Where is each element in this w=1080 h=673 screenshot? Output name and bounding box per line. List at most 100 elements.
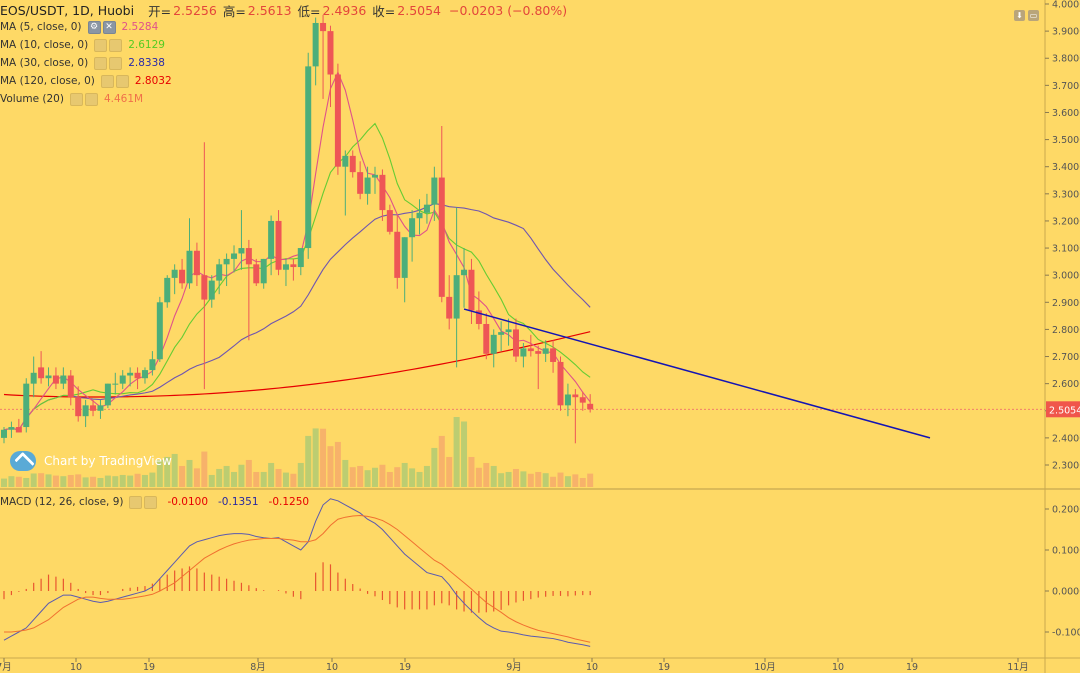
time-tick-label: 19 — [143, 662, 155, 673]
legend-ma10-value: 2.6129 — [128, 39, 165, 51]
volume-bar — [364, 470, 371, 487]
volume-bar — [357, 465, 364, 487]
volume-bar — [38, 473, 45, 487]
candle-body — [1, 429, 7, 438]
candle-body — [30, 372, 37, 384]
volume-bar — [179, 465, 186, 487]
volume-bar — [542, 473, 549, 487]
volume-bar — [572, 474, 579, 487]
volume-bar — [290, 473, 297, 487]
change-value: −0.0203 (−0.80%) — [449, 2, 568, 18]
candle-body — [305, 66, 312, 249]
volume-bar — [579, 477, 586, 487]
legend-ma30[interactable]: MA (30, close, 0) 2.8338 — [0, 55, 165, 71]
volume-bar — [238, 464, 245, 487]
legend-macd[interactable]: MACD (12, 26, close, 9) -0.0100 -0.1351 … — [0, 494, 309, 510]
candle-body — [15, 427, 22, 433]
time-tick-label: 10 — [70, 662, 82, 673]
close-icon[interactable]: ✕ — [102, 20, 116, 34]
open-label: 开= — [148, 3, 172, 19]
legend-ma30-label: MA (30, close, 0) — [0, 57, 89, 69]
candle-body — [253, 264, 260, 284]
volume-bar — [253, 471, 260, 487]
candle-body — [156, 302, 163, 360]
volume-bar — [186, 459, 193, 487]
candle-body — [75, 397, 82, 417]
close-icon[interactable] — [109, 38, 123, 52]
volume-bar — [260, 471, 267, 487]
candle-body — [572, 394, 579, 398]
legend-ma120-label: MA (120, close, 0) — [0, 75, 95, 87]
legend-ma10[interactable]: MA (10, close, 0) 2.6129 — [0, 37, 165, 53]
candle-body — [238, 248, 245, 254]
time-tick-label: 11月 — [1007, 662, 1029, 673]
ma10-line — [3, 122, 591, 431]
candle-body — [119, 375, 126, 384]
volume-bar — [431, 447, 438, 487]
candle-body — [231, 253, 238, 259]
pane-maximize-icon[interactable]: ▭ — [1028, 10, 1039, 21]
close-icon[interactable] — [115, 74, 129, 88]
candle-body — [201, 275, 208, 300]
ma5-line — [3, 70, 591, 431]
candle-body — [268, 220, 275, 259]
settings-icon[interactable] — [94, 38, 108, 52]
legend-ma120[interactable]: MA (120, close, 0) 2.8032 — [0, 73, 172, 89]
candle-body — [260, 258, 267, 284]
candle-body — [127, 372, 134, 376]
volume-bar — [45, 474, 52, 487]
candle-body — [208, 280, 215, 300]
candle-body — [334, 74, 341, 167]
settings-icon[interactable]: ⚙ — [87, 20, 101, 34]
price-tick-label: 2.8000 — [1052, 325, 1080, 336]
volume-bar — [297, 462, 304, 487]
settings-icon[interactable] — [94, 56, 108, 70]
close-label: 收= — [372, 3, 396, 19]
volume-bar — [149, 472, 156, 487]
settings-icon[interactable] — [100, 74, 114, 88]
volume-bar — [379, 464, 386, 487]
tradingview-watermark[interactable]: Chart by TradingView — [10, 451, 172, 471]
high-value: 2.5613 — [247, 2, 292, 18]
pane-controls[interactable]: ⬇ ▭ — [1014, 10, 1042, 21]
price-tick-label: 3.8000 — [1052, 54, 1080, 65]
volume-bar — [23, 477, 30, 487]
volume-bar — [245, 459, 252, 487]
volume-bar — [201, 451, 208, 487]
price-tick-label: 3.9000 — [1052, 27, 1080, 38]
macd-line-value: -0.1351 — [218, 496, 259, 508]
legend-macd-label: MACD (12, 26, close, 9) — [0, 496, 124, 508]
price-tick-label: 3.4000 — [1052, 162, 1080, 173]
close-icon[interactable] — [84, 92, 98, 106]
legend-ma5[interactable]: MA (5, close, 0) ⚙ ✕ 2.5284 — [0, 19, 158, 35]
pane-down-icon[interactable]: ⬇ — [1014, 10, 1025, 21]
close-icon[interactable] — [144, 495, 158, 509]
candle-body — [379, 174, 386, 211]
macd-signal-value: -0.1250 — [268, 496, 310, 508]
candle-body — [275, 220, 282, 270]
macd-hist-value: -0.0100 — [167, 496, 209, 508]
candle-body — [23, 383, 30, 428]
settings-icon[interactable] — [129, 495, 143, 509]
volume-bar — [483, 462, 490, 487]
candle-body — [141, 370, 148, 379]
candle-body — [312, 22, 319, 67]
close-icon[interactable] — [109, 56, 123, 70]
volume-bar — [275, 468, 282, 487]
candle-body — [587, 403, 594, 410]
settings-icon[interactable] — [69, 92, 83, 106]
legend-volume[interactable]: Volume (20) 4.461M — [0, 91, 143, 107]
current-price-label: 2.5054 — [1049, 405, 1080, 416]
volume-bar — [30, 473, 37, 487]
legend-ma120-value: 2.8032 — [134, 75, 172, 87]
candle-body — [431, 177, 438, 205]
volume-bar — [193, 468, 200, 487]
candle-body — [8, 427, 15, 430]
time-tick-label: 19 — [658, 662, 670, 673]
